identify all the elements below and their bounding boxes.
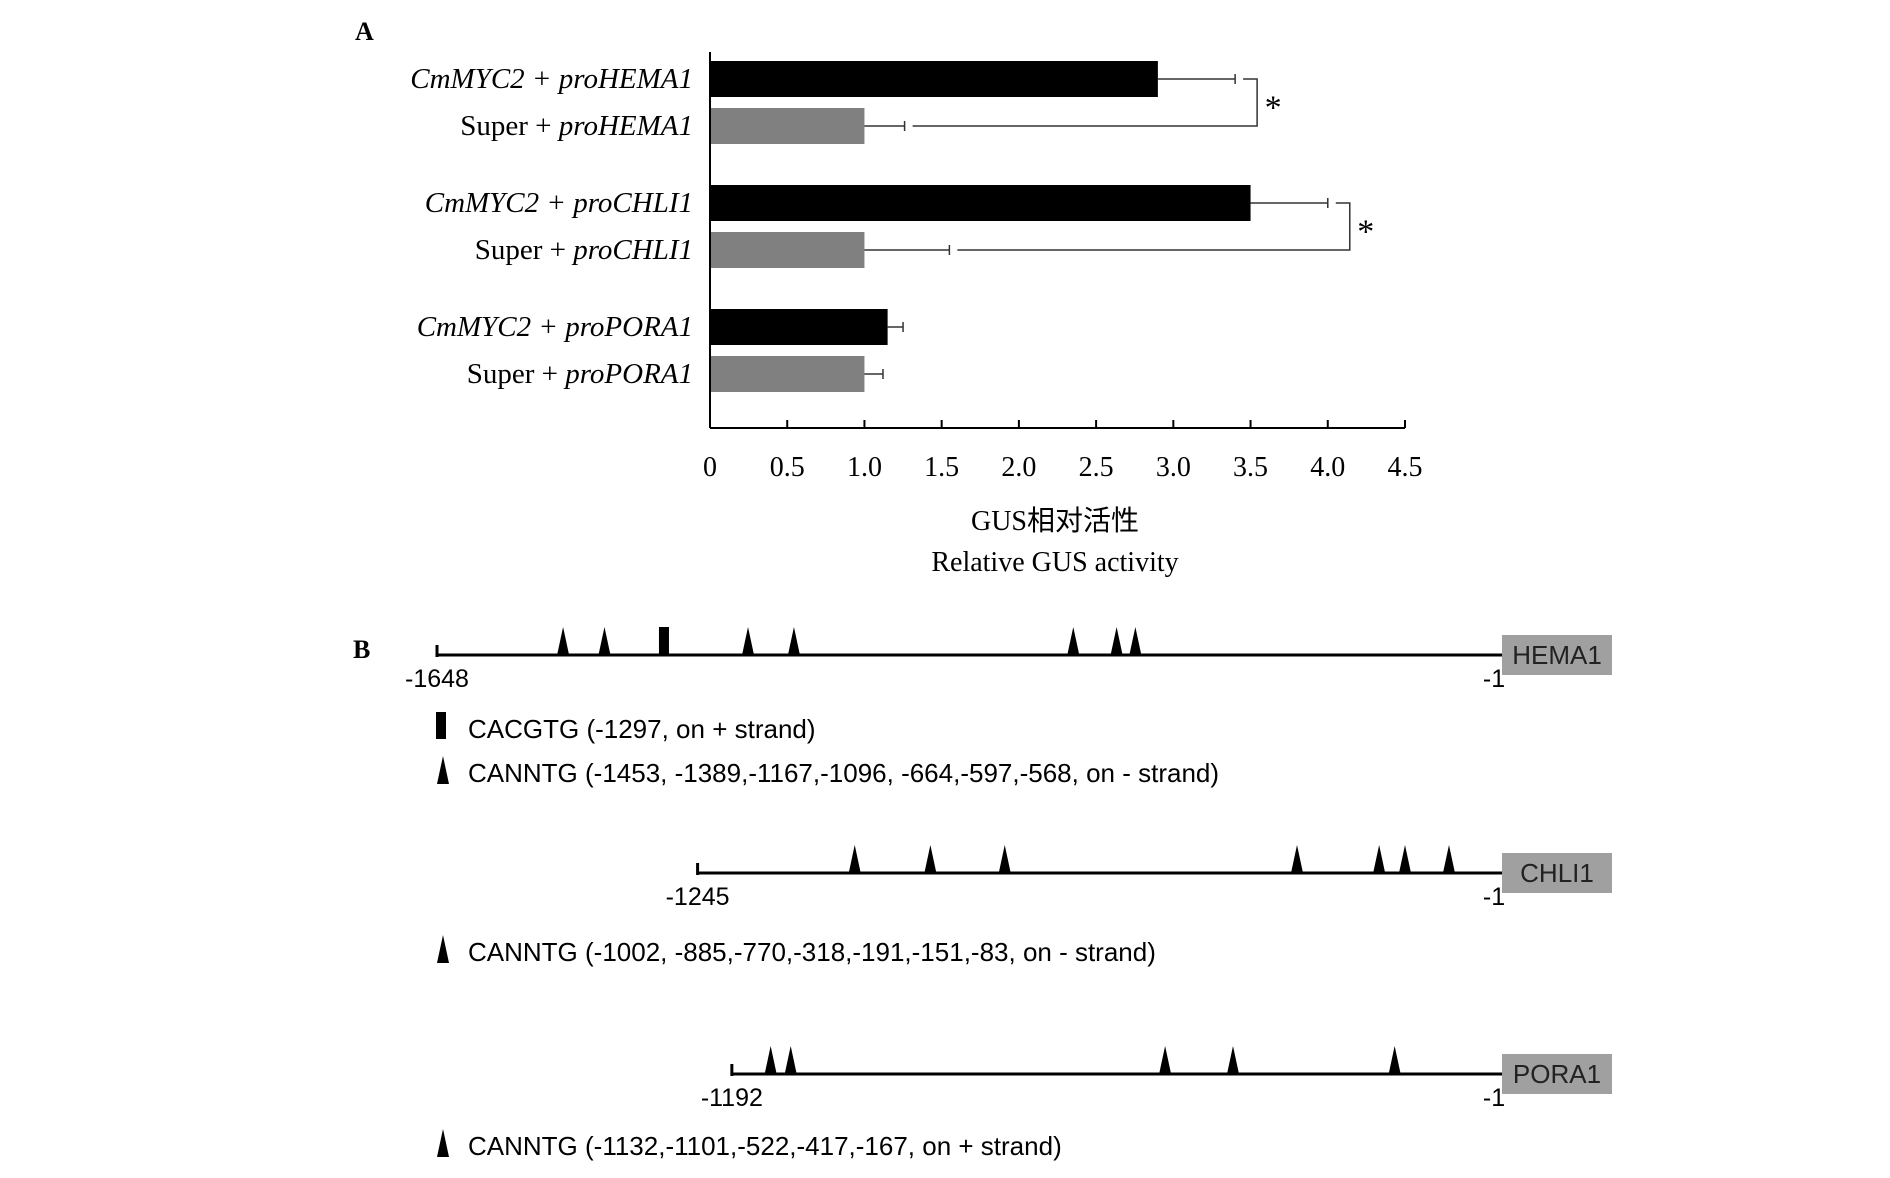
legend-text: CACGTG (-1297, on + strand) — [468, 714, 816, 744]
category-label: Super + proHEMA1 — [460, 110, 693, 142]
bar — [710, 108, 865, 144]
bars-group — [710, 61, 1251, 392]
canntg-triangle — [784, 1046, 797, 1074]
canntg-triangle — [1442, 845, 1455, 873]
bar — [710, 185, 1251, 221]
canntg-triangle — [1159, 1046, 1172, 1074]
canntg-triangle — [924, 845, 937, 873]
legend-text: CANNTG (-1132,-1101,-522,-417,-167, on +… — [468, 1131, 1062, 1161]
x-tick-label: 1.0 — [847, 452, 882, 483]
x-axis-label-cn: GUS相对活性 — [971, 505, 1139, 537]
category-label: Super + proCHLI1 — [475, 234, 693, 266]
canntg-triangle — [1399, 845, 1412, 873]
category-label: CmMYC2 + proCHLI1 — [425, 187, 693, 219]
category-labels-group: CmMYC2 + proHEMA1 Super + proHEMA1 CmMYC2 … — [410, 63, 693, 390]
promoter-start-label: -1648 — [405, 665, 469, 693]
canntg-triangle — [742, 627, 755, 655]
canntg-triangle — [598, 627, 611, 655]
bar — [710, 356, 865, 392]
panel-a-label: A — [355, 17, 374, 46]
legend-box-symbol — [436, 712, 446, 739]
canntg-triangle — [1388, 1046, 1401, 1074]
legend-triangle-symbol — [437, 1129, 449, 1157]
legend-text: CANNTG (-1453, -1389,-1167,-1096, -664,-… — [468, 758, 1219, 788]
gene-label: PORA1 — [1513, 1059, 1601, 1089]
canntg-triangle — [1227, 1046, 1240, 1074]
canntg-triangle — [1110, 627, 1123, 655]
canntg-triangle — [1291, 845, 1304, 873]
gene-label: HEMA1 — [1512, 640, 1602, 670]
error-bars-group — [864, 74, 1329, 379]
bar — [710, 309, 888, 345]
canntg-triangle — [1129, 627, 1142, 655]
promoter-start-label: -1245 — [666, 883, 730, 911]
significance-bracket — [912, 78, 1258, 127]
significance-bracket — [957, 202, 1351, 251]
legend-triangle-symbol — [437, 756, 449, 784]
bar-chart: CmMYC2 + proHEMA1 Super + proHEMA1 CmMYC2 … — [410, 52, 1423, 578]
bar — [710, 232, 865, 268]
x-axis: 0 0.5 1.0 1.5 2.0 2.5 3.0 3.5 4.0 4.5 — [703, 52, 1423, 483]
canntg-triangle — [1067, 627, 1080, 655]
category-label: CmMYC2 + proPORA1 — [417, 311, 693, 343]
canntg-triangle — [787, 627, 800, 655]
x-tick-label: 4.5 — [1388, 452, 1423, 483]
bar — [710, 61, 1158, 97]
x-axis-label-en: Relative GUS activity — [931, 547, 1178, 578]
canntg-triangle — [848, 845, 861, 873]
x-tick-label: 1.5 — [924, 452, 959, 483]
canntg-triangle — [1373, 845, 1386, 873]
promoter-pora1: -1192 -1 PORA1 CANNTG (-1132,-1101,-522,-41… — [437, 1046, 1612, 1161]
x-tick-label: 3.0 — [1156, 452, 1191, 483]
canntg-triangle — [557, 627, 570, 655]
promoter-end-label: -1 — [1483, 883, 1505, 911]
canntg-triangle — [764, 1046, 777, 1074]
promoter-end-label: -1 — [1483, 665, 1505, 693]
significance-star: * — [1357, 214, 1374, 251]
category-label: Super + proPORA1 — [467, 358, 693, 390]
promoter-chli1: -1245 -1 CHLI1 CANNTG (-1002, -885,-770,-31… — [437, 845, 1612, 967]
promoter-start-label: -1192 — [701, 1084, 763, 1112]
promoter-end-label: -1 — [1483, 1084, 1505, 1112]
legend-text: CANNTG (-1002, -885,-770,-318,-191,-151,… — [468, 937, 1156, 967]
x-tick-label: 3.5 — [1233, 452, 1268, 483]
cacgtg-box — [658, 627, 669, 655]
panel-b-label: B — [353, 635, 370, 664]
legend-triangle-symbol — [437, 935, 449, 963]
x-tick-label: 0 — [703, 452, 717, 483]
x-tick-label: 4.0 — [1310, 452, 1345, 483]
canntg-triangle — [998, 845, 1011, 873]
x-tick-label: 2.0 — [1001, 452, 1036, 483]
significance-group: ** — [912, 78, 1374, 251]
gene-box — [1502, 1054, 1612, 1094]
category-label: CmMYC2 + proHEMA1 — [410, 63, 693, 95]
gene-box — [1502, 635, 1612, 675]
gene-box — [1502, 853, 1612, 893]
significance-star: * — [1265, 90, 1282, 127]
x-tick-label: 0.5 — [770, 452, 805, 483]
x-tick-label: 2.5 — [1079, 452, 1114, 483]
gene-label: CHLI1 — [1520, 858, 1594, 888]
